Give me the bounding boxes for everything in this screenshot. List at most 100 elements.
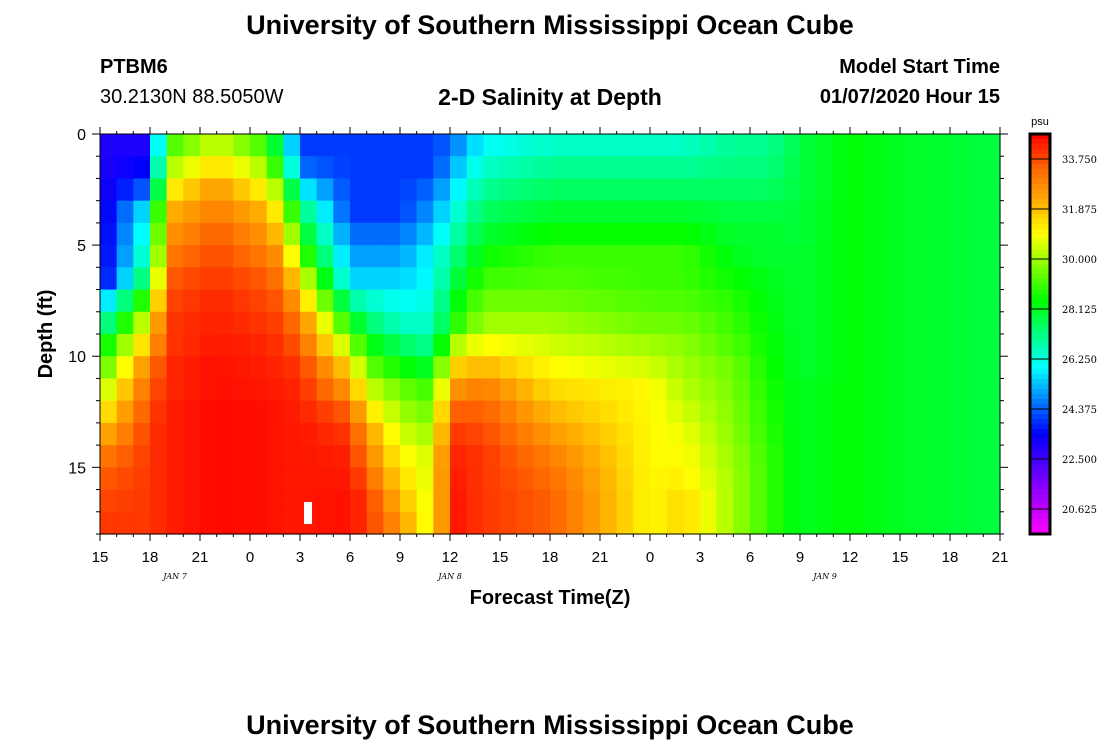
heatmap-cell [116, 222, 134, 246]
heatmap-cell [183, 467, 201, 491]
heatmap-cell [116, 489, 134, 513]
colorbar-segment [1030, 299, 1050, 305]
heatmap-cell [916, 422, 934, 446]
heatmap-cell [250, 178, 268, 202]
heatmap-cell [500, 422, 518, 446]
heatmap-cell [733, 134, 751, 157]
heatmap-cell [650, 178, 668, 202]
heatmap-cell [566, 511, 584, 535]
heatmap-cell [133, 356, 151, 380]
x-tick-label: 15 [492, 549, 509, 566]
heatmap-cell [850, 178, 868, 202]
heatmap-cell [450, 422, 468, 446]
heatmap-cell [633, 289, 651, 313]
date-label: JAN 7 [161, 572, 188, 581]
heatmap-cell [683, 489, 701, 513]
heatmap-cell [233, 289, 251, 313]
heatmap-cell [966, 467, 984, 491]
heatmap-cell [183, 400, 201, 424]
heatmap-cell [333, 489, 351, 513]
heatmap-cell [133, 200, 151, 224]
heatmap-cell [283, 378, 301, 402]
heatmap-cell [450, 334, 468, 357]
heatmap-cell [266, 445, 284, 468]
heatmap-cell [983, 356, 1001, 380]
heatmap-cell [983, 489, 1001, 513]
heatmap-cell [216, 400, 234, 424]
heatmap-cell [233, 378, 251, 402]
heatmap-cell [616, 311, 634, 335]
heatmap-cell [183, 178, 201, 202]
heatmap-cell [816, 356, 834, 380]
heatmap-cell [800, 245, 818, 268]
heatmap-cell [950, 245, 968, 268]
heatmap-cell [983, 267, 1001, 291]
heatmap-cell [300, 289, 318, 313]
heatmap-cell [350, 334, 368, 357]
heatmap-cell [450, 445, 468, 468]
heatmap-cell [433, 422, 451, 446]
heatmap-cell [250, 378, 268, 402]
heatmap-cell [666, 156, 684, 180]
heatmap-cell [783, 134, 801, 157]
colorbar-segment [1030, 374, 1050, 380]
heatmap-cell [583, 156, 601, 180]
heatmap-cell [850, 222, 868, 246]
heatmap-cell [116, 400, 134, 424]
heatmap-cell [650, 134, 668, 157]
heatmap-cell [200, 311, 218, 335]
heatmap-cell [983, 156, 1001, 180]
heatmap-cell [783, 311, 801, 335]
heatmap-cell [483, 378, 501, 402]
heatmap-cell [516, 489, 534, 513]
heatmap-cell [283, 134, 301, 157]
heatmap-cell [166, 178, 184, 202]
heatmap-cell [583, 445, 601, 468]
heatmap-cell [400, 245, 418, 268]
colorbar-segment [1030, 324, 1050, 330]
heatmap-cell [633, 178, 651, 202]
heatmap-cell [300, 267, 318, 291]
heatmap-cell [533, 156, 551, 180]
heatmap-cell [766, 156, 784, 180]
heatmap-cell [316, 134, 334, 157]
heatmap-cell [700, 178, 718, 202]
heatmap-cell [900, 134, 918, 157]
heatmap-cell [533, 400, 551, 424]
heatmap-cell [616, 356, 634, 380]
heatmap-cell [450, 356, 468, 380]
heatmap-cell [666, 200, 684, 224]
heatmap-cell [483, 200, 501, 224]
heatmap-cell [950, 178, 968, 202]
colorbar-segment [1030, 389, 1050, 395]
heatmap-cell [566, 378, 584, 402]
heatmap-cell [250, 200, 268, 224]
colorbar-segment [1030, 364, 1050, 370]
footer-title: University of Southern Mississippi Ocean… [246, 710, 854, 740]
heatmap-cell [266, 178, 284, 202]
x-tick-label: 18 [142, 549, 159, 566]
heatmap-cell [216, 178, 234, 202]
heatmap-cell [483, 245, 501, 268]
heatmap-cell [183, 222, 201, 246]
heatmap-cell [600, 467, 618, 491]
x-tick-label: 18 [542, 549, 559, 566]
heatmap-cell [733, 445, 751, 468]
heatmap-cell [383, 156, 401, 180]
heatmap-cell [516, 178, 534, 202]
heatmap-cell [133, 222, 151, 246]
heatmap-cell [633, 378, 651, 402]
heatmap-cell [350, 134, 368, 157]
heatmap-cell [283, 422, 301, 446]
heatmap-cell [183, 378, 201, 402]
colorbar-segment [1030, 329, 1050, 335]
heatmap-cell [166, 511, 184, 535]
heatmap-cell [550, 289, 568, 313]
heatmap-cell [133, 245, 151, 268]
heatmap-cell [433, 200, 451, 224]
heatmap-cell [866, 489, 884, 513]
heatmap-cell [616, 267, 634, 291]
heatmap-cell [716, 134, 734, 157]
heatmap-cell [650, 289, 668, 313]
heatmap-cell [216, 422, 234, 446]
